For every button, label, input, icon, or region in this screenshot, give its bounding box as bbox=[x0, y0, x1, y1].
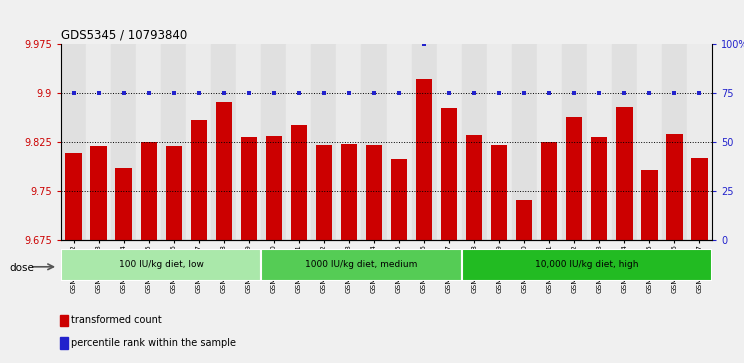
Bar bbox=[587, 44, 612, 240]
Bar bbox=[591, 137, 607, 240]
Point bbox=[393, 90, 405, 95]
Point bbox=[68, 90, 80, 95]
Bar bbox=[667, 134, 682, 240]
Bar bbox=[641, 170, 658, 240]
Point bbox=[618, 90, 630, 95]
Bar bbox=[516, 200, 533, 240]
Point bbox=[118, 90, 129, 95]
Bar bbox=[211, 44, 237, 240]
Bar bbox=[261, 44, 286, 240]
Bar bbox=[136, 44, 161, 240]
Point bbox=[644, 90, 655, 95]
Bar bbox=[461, 44, 487, 240]
Point bbox=[167, 90, 179, 95]
Text: 1000 IU/kg diet, medium: 1000 IU/kg diet, medium bbox=[305, 261, 417, 269]
Bar bbox=[65, 153, 82, 240]
Point bbox=[693, 90, 705, 95]
Bar bbox=[216, 102, 232, 240]
Bar bbox=[336, 44, 362, 240]
Bar bbox=[86, 44, 111, 240]
Bar bbox=[466, 135, 482, 240]
Bar bbox=[161, 44, 186, 240]
Bar bbox=[115, 168, 132, 240]
Point bbox=[318, 90, 330, 95]
Point bbox=[293, 90, 305, 95]
Bar bbox=[240, 137, 257, 240]
Bar bbox=[512, 44, 536, 240]
Point bbox=[669, 90, 681, 95]
Bar bbox=[441, 107, 458, 240]
Bar bbox=[291, 125, 307, 240]
Point bbox=[418, 41, 430, 46]
Bar bbox=[416, 79, 432, 240]
Bar bbox=[662, 44, 687, 240]
Bar bbox=[437, 44, 461, 240]
Point bbox=[143, 90, 155, 95]
Point bbox=[92, 90, 104, 95]
Bar bbox=[60, 337, 68, 348]
Point bbox=[568, 90, 580, 95]
Bar bbox=[691, 158, 708, 240]
Bar bbox=[391, 159, 407, 240]
Point bbox=[543, 90, 555, 95]
Text: transformed count: transformed count bbox=[71, 315, 161, 325]
Point bbox=[594, 90, 606, 95]
Text: 100 IU/kg diet, low: 100 IU/kg diet, low bbox=[119, 261, 204, 269]
Bar bbox=[237, 44, 261, 240]
Point bbox=[368, 90, 380, 95]
Text: GDS5345 / 10793840: GDS5345 / 10793840 bbox=[61, 28, 187, 41]
Bar bbox=[111, 44, 136, 240]
Text: percentile rank within the sample: percentile rank within the sample bbox=[71, 338, 236, 348]
Bar bbox=[387, 44, 411, 240]
Point bbox=[268, 90, 280, 95]
Text: 10,000 IU/kg diet, high: 10,000 IU/kg diet, high bbox=[535, 261, 638, 269]
FancyBboxPatch shape bbox=[61, 249, 261, 281]
Point bbox=[343, 90, 355, 95]
Point bbox=[519, 90, 530, 95]
Bar bbox=[266, 136, 282, 240]
FancyBboxPatch shape bbox=[461, 249, 712, 281]
Bar bbox=[541, 142, 557, 240]
Bar bbox=[536, 44, 562, 240]
Bar bbox=[61, 44, 86, 240]
Bar bbox=[616, 107, 632, 240]
Bar bbox=[60, 315, 68, 326]
Point bbox=[218, 90, 230, 95]
Point bbox=[243, 90, 254, 95]
Point bbox=[493, 90, 505, 95]
Bar bbox=[190, 120, 207, 240]
Point bbox=[443, 90, 455, 95]
Bar bbox=[366, 145, 382, 240]
Point bbox=[193, 90, 205, 95]
Bar bbox=[637, 44, 662, 240]
Text: dose: dose bbox=[9, 263, 33, 273]
Bar bbox=[315, 145, 332, 240]
Bar bbox=[687, 44, 712, 240]
Bar bbox=[312, 44, 336, 240]
Bar bbox=[411, 44, 437, 240]
Bar bbox=[362, 44, 387, 240]
Bar bbox=[91, 146, 106, 240]
Bar bbox=[341, 143, 357, 240]
Bar bbox=[141, 142, 157, 240]
Bar bbox=[286, 44, 312, 240]
Bar bbox=[612, 44, 637, 240]
Bar bbox=[562, 44, 587, 240]
Bar bbox=[566, 117, 583, 240]
Bar bbox=[487, 44, 512, 240]
Bar bbox=[186, 44, 211, 240]
Point bbox=[468, 90, 480, 95]
Bar bbox=[166, 146, 182, 240]
Bar bbox=[491, 145, 507, 240]
FancyBboxPatch shape bbox=[261, 249, 461, 281]
